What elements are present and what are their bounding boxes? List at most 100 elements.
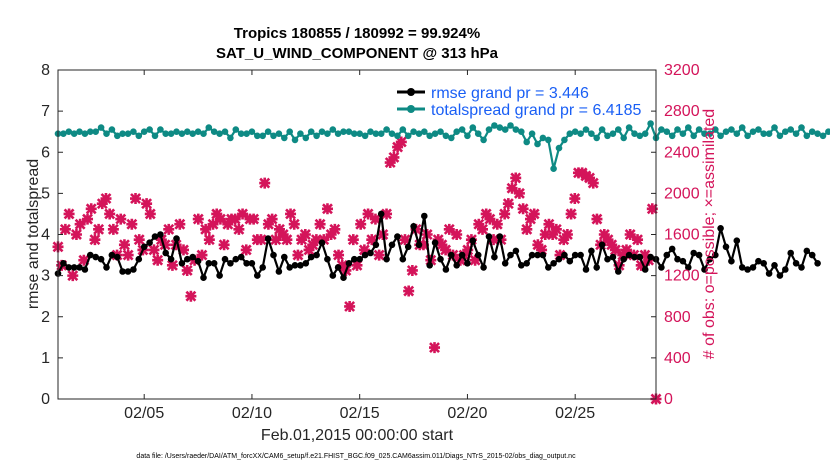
- rmse-point: [216, 272, 223, 279]
- left-tick-label: 7: [41, 103, 50, 120]
- x-axis: 02/05 02/10 02/15 02/20 02/25: [124, 70, 595, 422]
- totalspread-point: [609, 130, 617, 137]
- obs-point: [347, 234, 359, 246]
- rmse-point: [674, 255, 681, 263]
- totalspread-point: [819, 132, 827, 140]
- totalspread-point: [140, 128, 148, 135]
- totalspread-point: [647, 120, 654, 127]
- obs-point: [67, 270, 79, 282]
- rmse-point: [377, 210, 385, 218]
- right-tick-label: 400: [664, 350, 691, 367]
- right-tick-label: 0: [664, 391, 673, 408]
- totalspread-point: [281, 134, 288, 142]
- right-tick-label: 800: [664, 309, 691, 326]
- totalspread-point: [184, 128, 191, 135]
- left-tick-label: 2: [41, 309, 50, 326]
- rmse-point: [577, 251, 584, 259]
- rmse-point: [383, 255, 390, 263]
- totalspread-point: [485, 126, 493, 133]
- rmse-point: [399, 255, 407, 263]
- totalspread-point: [501, 126, 509, 133]
- obs-point: [321, 203, 333, 215]
- rmse-point: [227, 260, 234, 267]
- rmse-point: [65, 264, 73, 271]
- totalspread-point: [253, 132, 261, 140]
- totalspread-point: [367, 128, 374, 135]
- rmse-point: [404, 243, 412, 251]
- left-tick-label: 8: [41, 62, 50, 79]
- obs-point: [152, 254, 164, 266]
- totalspread-point: [792, 130, 800, 137]
- totalspread-point: [388, 130, 396, 137]
- totalspread-point: [291, 136, 299, 144]
- obs-point: [288, 218, 300, 230]
- rmse-line: [57, 213, 819, 282]
- totalspread-point: [108, 126, 116, 133]
- obs-point: [229, 213, 241, 225]
- rmse-point: [722, 243, 730, 251]
- totalspread-point: [722, 128, 730, 135]
- rmse-point: [776, 272, 784, 279]
- rmse-point: [658, 264, 665, 271]
- rmse-point: [253, 272, 261, 279]
- totalspread-point: [469, 124, 477, 131]
- x-axis-label: Feb.01,2015 00:00:00 start: [261, 427, 454, 444]
- obs-point: [93, 223, 105, 235]
- rmse-point: [545, 264, 552, 271]
- rmse-point: [593, 264, 600, 271]
- right-tick-label: 2800: [664, 103, 700, 120]
- rmse-point: [528, 251, 536, 259]
- rmse-point: [717, 225, 724, 232]
- rmse-point: [792, 260, 800, 267]
- rmse-point: [345, 260, 353, 267]
- rmse-point: [798, 264, 805, 271]
- legend-label-totalspread: totalspread grand pr = 6.4185: [431, 102, 641, 119]
- rmse-point: [313, 251, 320, 259]
- totalspread-point: [87, 128, 94, 135]
- rmse-point: [760, 260, 767, 267]
- obs-point: [333, 249, 345, 261]
- obs-point: [351, 259, 363, 271]
- totalspread-point: [528, 130, 536, 137]
- rmse-point: [442, 266, 450, 273]
- obs-point: [237, 208, 249, 220]
- totalspread-point: [394, 132, 401, 140]
- rmse-point: [221, 255, 229, 263]
- obs-point: [417, 239, 429, 251]
- totalspread-point: [351, 130, 358, 137]
- right-tick-label: 1600: [664, 227, 700, 244]
- series-rmse: [54, 210, 821, 282]
- rmse-point: [685, 264, 692, 271]
- obs-point: [192, 213, 204, 225]
- obs-point: [569, 193, 581, 205]
- rmse-point: [803, 247, 811, 255]
- totalspread-point: [507, 122, 514, 129]
- obs-point: [218, 239, 230, 251]
- totalspread-point: [130, 128, 137, 135]
- obs-point: [166, 259, 178, 271]
- totalspread-point: [103, 130, 110, 137]
- totalspread-point: [329, 126, 337, 133]
- totalspread-point: [334, 130, 342, 137]
- rmse-point: [270, 251, 277, 259]
- rmse-point: [426, 262, 434, 269]
- rmse-point: [119, 268, 126, 275]
- rmse-point: [561, 251, 568, 259]
- rmse-point: [173, 235, 180, 242]
- obs-point: [74, 218, 86, 230]
- obs-point: [561, 229, 573, 240]
- obs-point: [395, 136, 407, 148]
- rmse-point: [259, 264, 267, 271]
- obs-point: [248, 213, 260, 225]
- totalspread-point: [566, 130, 574, 137]
- obs-point: [469, 254, 481, 266]
- rmse-point: [814, 260, 821, 267]
- totalspread-point: [135, 132, 143, 140]
- right-axis: 0 400 800 1200 1600 2000 2400 2800 3200: [651, 62, 700, 408]
- obs-point: [285, 208, 297, 220]
- totalspread-point: [701, 130, 708, 137]
- obs-point: [506, 182, 518, 194]
- totalspread-point: [787, 126, 794, 133]
- rmse-point: [237, 253, 245, 261]
- obs-point: [59, 223, 71, 235]
